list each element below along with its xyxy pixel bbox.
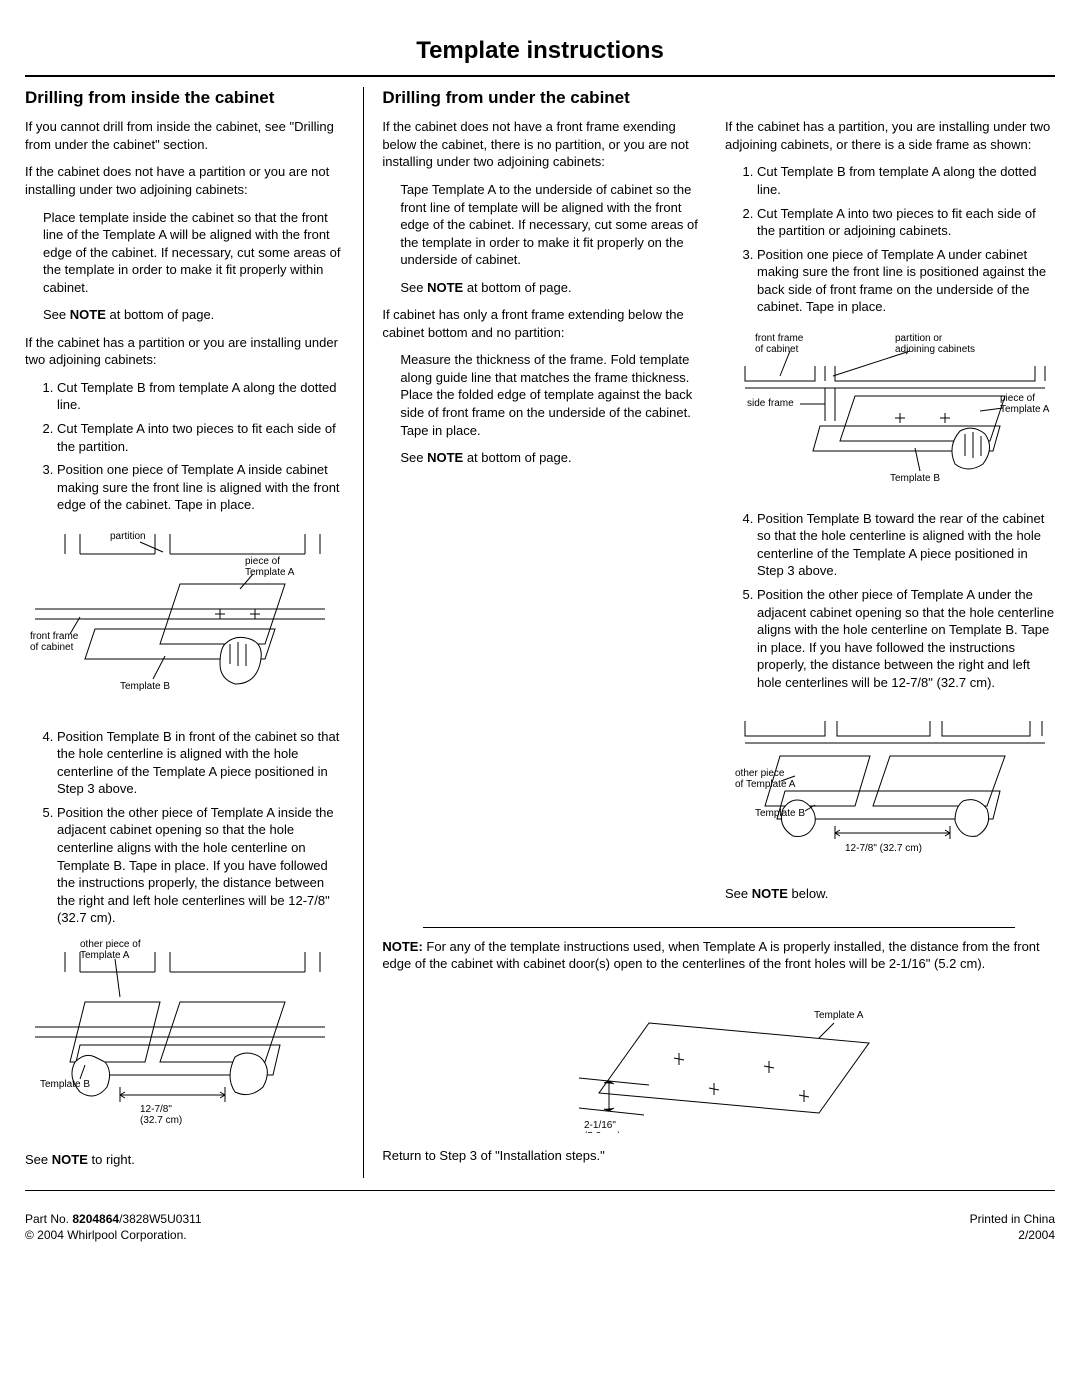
list-item: Cut Template B from template A along the… bbox=[757, 163, 1055, 198]
list-item: Position the other piece of Template A i… bbox=[57, 804, 345, 927]
note-rule bbox=[423, 927, 1015, 928]
text: at bottom of page. bbox=[463, 450, 571, 465]
col3-ol1: Cut Template B from template A along the… bbox=[743, 163, 1055, 315]
note-bold: NOTE bbox=[70, 307, 106, 322]
footer-left: Part No. 8204864/3828W5U0311 © 2004 Whir… bbox=[25, 1211, 202, 1243]
note-text: NOTE: For any of the template instructio… bbox=[382, 938, 1055, 973]
columns: Drilling from inside the cabinet If you … bbox=[25, 87, 1055, 1178]
note-bold: NOTE bbox=[427, 280, 463, 295]
text: at bottom of page. bbox=[106, 307, 214, 322]
svg-text:piece ofTemplate A: piece ofTemplate A bbox=[1000, 393, 1050, 415]
list-item: Cut Template A into two pieces to fit ea… bbox=[757, 205, 1055, 240]
list-item: Position one piece of Template A under c… bbox=[757, 246, 1055, 316]
list-item: Position Template B toward the rear of t… bbox=[757, 510, 1055, 580]
text: See bbox=[400, 450, 427, 465]
col3-ol2: Position Template B toward the rear of t… bbox=[743, 510, 1055, 691]
col-left: Drilling from inside the cabinet If you … bbox=[25, 87, 345, 1178]
svg-text:12-7/8"(32.7 cm): 12-7/8"(32.7 cm) bbox=[140, 1104, 182, 1126]
svg-text:partition: partition bbox=[110, 531, 146, 542]
col-right: If the cabinet has a partition, you are … bbox=[725, 118, 1055, 912]
col2-p2b: See NOTE at bottom of page. bbox=[400, 449, 707, 467]
col1-p2a: Place template inside the cabinet so tha… bbox=[43, 209, 345, 297]
list-item: Cut Template B from template A along the… bbox=[57, 379, 345, 414]
text: Part No. bbox=[25, 1212, 72, 1226]
svg-text:2-1/16"(5.2 cm): 2-1/16"(5.2 cm) bbox=[584, 1120, 621, 1133]
title-rule bbox=[25, 75, 1055, 77]
col1-see-note-right: See NOTE to right. bbox=[25, 1151, 345, 1169]
text: at bottom of page. bbox=[463, 280, 571, 295]
col1-fig1: partition piece ofTemplate A front frame… bbox=[25, 524, 345, 714]
col3-fig2: other pieceof Template A Template B 12-7… bbox=[725, 701, 1055, 871]
col2-p1b: See NOTE at bottom of page. bbox=[400, 279, 707, 297]
col-right-group: Drilling from under the cabinet If the c… bbox=[363, 87, 1055, 1178]
footer: Part No. 8204864/3828W5U0311 © 2004 Whir… bbox=[25, 1211, 1055, 1243]
svg-text:side frame: side frame bbox=[747, 398, 794, 409]
note-bold: NOTE bbox=[427, 450, 463, 465]
svg-text:Template B: Template B bbox=[890, 473, 940, 484]
col1-ol1: Cut Template B from template A along the… bbox=[43, 379, 345, 514]
text: For any of the template instructions use… bbox=[382, 939, 1039, 972]
part-number: 8204864 bbox=[72, 1212, 119, 1226]
note-bold: NOTE bbox=[752, 886, 788, 901]
col1-p2b: See NOTE at bottom of page. bbox=[43, 306, 345, 324]
list-item: Cut Template A into two pieces to fit ea… bbox=[57, 420, 345, 455]
col3-fig1: front frameof cabinet partition oradjoin… bbox=[725, 326, 1055, 496]
text: See bbox=[25, 1152, 52, 1167]
col1-heading: Drilling from inside the cabinet bbox=[25, 87, 345, 110]
copyright: © 2004 Whirlpool Corporation. bbox=[25, 1227, 202, 1243]
svg-text:other piece ofTemplate A: other piece ofTemplate A bbox=[80, 939, 141, 961]
svg-text:Template B: Template B bbox=[40, 1079, 90, 1090]
text: below. bbox=[788, 886, 828, 901]
col2-p2a: Measure the thickness of the frame. Fold… bbox=[400, 351, 707, 439]
col-mid: If the cabinet does not have a front fra… bbox=[382, 118, 707, 912]
list-item: Position the other piece of Template A u… bbox=[757, 586, 1055, 691]
printed-in: Printed in China bbox=[970, 1211, 1055, 1227]
col2-heading: Drilling from under the cabinet bbox=[382, 87, 1055, 110]
col2-p1: If the cabinet does not have a front fra… bbox=[382, 118, 707, 171]
col1-p1: If you cannot drill from inside the cabi… bbox=[25, 118, 345, 153]
col2-p2: If cabinet has only a front frame extend… bbox=[382, 306, 707, 341]
col3-see-note-below: See NOTE below. bbox=[725, 885, 1055, 903]
col1-fig2: other piece ofTemplate A Template B 12-7… bbox=[25, 937, 345, 1137]
text: See bbox=[400, 280, 427, 295]
svg-text:12-7/8" (32.7 cm): 12-7/8" (32.7 cm) bbox=[845, 843, 922, 854]
page-title: Template instructions bbox=[25, 35, 1055, 67]
list-item: Position one piece of Template A inside … bbox=[57, 461, 345, 514]
svg-text:front frameof cabinet: front frameof cabinet bbox=[30, 631, 79, 653]
svg-text:Template B: Template B bbox=[120, 681, 170, 692]
note-bold: NOTE bbox=[52, 1152, 88, 1167]
svg-text:front frameof cabinet: front frameof cabinet bbox=[755, 333, 804, 355]
footer-rule bbox=[25, 1190, 1055, 1191]
col2-p1a: Tape Template A to the underside of cabi… bbox=[400, 181, 707, 269]
text: See bbox=[725, 886, 752, 901]
col1-ol2: Position Template B in front of the cabi… bbox=[43, 728, 345, 927]
print-date: 2/2004 bbox=[970, 1227, 1055, 1243]
col1-p3: If the cabinet has a partition or you ar… bbox=[25, 334, 345, 369]
svg-text:Template A: Template A bbox=[814, 1010, 864, 1021]
text: /3828W5U0311 bbox=[119, 1212, 202, 1226]
note-return: Return to Step 3 of "Installation steps.… bbox=[382, 1147, 1055, 1165]
text: See bbox=[43, 307, 70, 322]
footer-right: Printed in China 2/2004 bbox=[970, 1211, 1055, 1243]
note-label: NOTE: bbox=[382, 939, 422, 954]
list-item: Position Template B in front of the cabi… bbox=[57, 728, 345, 798]
svg-text:Template B: Template B bbox=[755, 808, 805, 819]
col1-p2: If the cabinet does not have a partition… bbox=[25, 163, 345, 198]
col3-p1: If the cabinet has a partition, you are … bbox=[725, 118, 1055, 153]
text: to right. bbox=[88, 1152, 135, 1167]
note-fig: Template A 2-1/16"(5.2 cm) bbox=[382, 983, 1055, 1133]
